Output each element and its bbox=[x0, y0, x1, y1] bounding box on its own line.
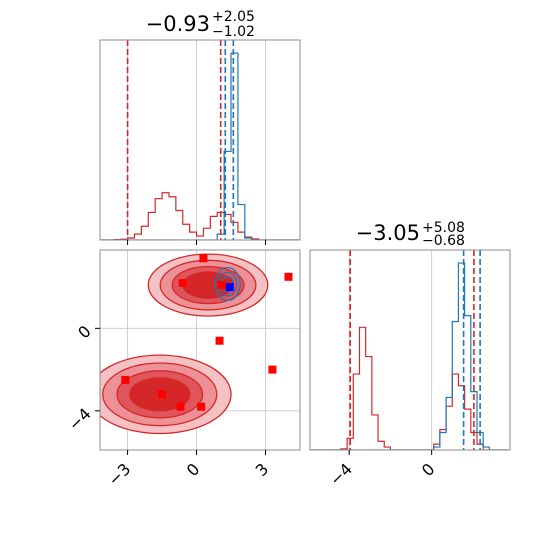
title-top-left-value: −0.93 bbox=[146, 12, 210, 36]
bl-xtick-label-2: 3 bbox=[252, 459, 273, 480]
bl-xtick-label-1: 0 bbox=[183, 459, 204, 480]
data-top-left bbox=[100, 40, 300, 240]
title-bottom-right: −3.05 +5.08 −0.68 bbox=[356, 220, 465, 249]
title-bottom-right-lower: −0.68 bbox=[422, 233, 465, 249]
scatter-point-5 bbox=[268, 365, 277, 374]
scatter-point-0 bbox=[199, 254, 208, 263]
grid-bottom-right bbox=[348, 250, 433, 450]
br-xtick-label-0: −4 bbox=[326, 459, 356, 489]
scatter-point-4 bbox=[215, 336, 224, 345]
title-bottom-right-value: −3.05 bbox=[356, 221, 420, 245]
scatter-point-3 bbox=[284, 272, 293, 281]
svg-text:−0.93: −0.93 bbox=[146, 12, 210, 36]
panel-top-left-histogram bbox=[99, 39, 301, 245]
scatter-point-1 bbox=[178, 278, 187, 287]
data-bottom-right bbox=[310, 250, 508, 450]
br-xtick-label-1: 0 bbox=[418, 459, 439, 480]
frame-bottom-left bbox=[99, 249, 301, 451]
bl-ytick-label-0: 0 bbox=[74, 322, 95, 343]
title-top-left: −0.93 +2.05 −1.02 bbox=[146, 9, 255, 40]
scatter-point-7 bbox=[158, 390, 167, 399]
frame-top-left bbox=[99, 39, 301, 241]
blue-contour-level-0 bbox=[214, 266, 241, 302]
scatter-point-6 bbox=[121, 375, 130, 384]
title-bottom-right-upper: +5.08 bbox=[422, 220, 465, 236]
title-top-left-upper: +2.05 bbox=[212, 9, 255, 25]
frame-bottom-right bbox=[309, 249, 511, 451]
ticks-bottom-right: −4 0 bbox=[326, 450, 439, 490]
panel-bottom-left-2d: −3 0 3 0 −4 bbox=[65, 249, 301, 490]
panel-bottom-right-histogram: −4 0 bbox=[309, 249, 511, 490]
scatter-point-8 bbox=[176, 402, 185, 411]
scatter-point-9 bbox=[197, 402, 206, 411]
bl-xtick-label-0: −3 bbox=[104, 459, 134, 489]
title-top-left-lower: −1.02 bbox=[212, 24, 255, 40]
br-hist-series-0 bbox=[310, 326, 508, 450]
ticks-top-left bbox=[127, 240, 267, 245]
tl-hist-series-1 bbox=[100, 52, 300, 240]
data-bottom-left bbox=[100, 253, 293, 435]
scatter-point-2 bbox=[217, 281, 226, 290]
scatter-point-10 bbox=[225, 283, 234, 292]
tl-hist-series-0 bbox=[100, 192, 300, 240]
bl-ytick-label-1: −4 bbox=[65, 404, 95, 434]
br-hist-series-1 bbox=[310, 262, 508, 450]
